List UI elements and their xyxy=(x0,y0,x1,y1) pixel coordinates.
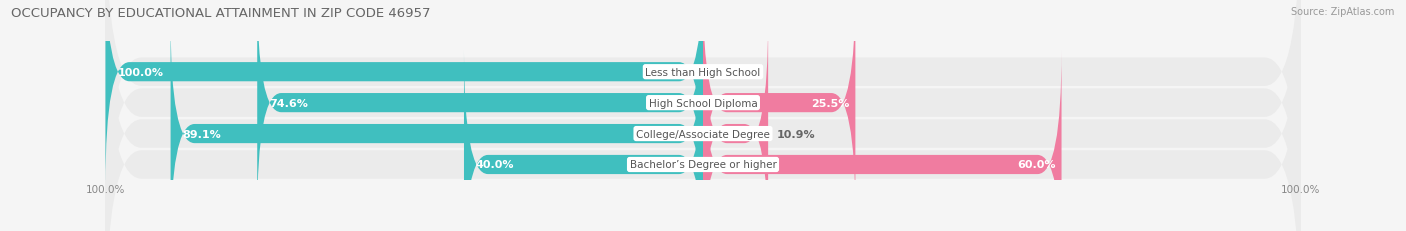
FancyBboxPatch shape xyxy=(105,0,703,186)
Text: 60.0%: 60.0% xyxy=(1017,160,1056,170)
Text: 10.9%: 10.9% xyxy=(778,129,815,139)
Text: College/Associate Degree: College/Associate Degree xyxy=(636,129,770,139)
Text: 40.0%: 40.0% xyxy=(475,160,515,170)
Text: High School Diploma: High School Diploma xyxy=(648,98,758,108)
Text: Less than High School: Less than High School xyxy=(645,67,761,77)
FancyBboxPatch shape xyxy=(105,0,1301,231)
FancyBboxPatch shape xyxy=(464,51,703,231)
Text: 0.0%: 0.0% xyxy=(711,67,742,77)
Text: 89.1%: 89.1% xyxy=(183,129,221,139)
FancyBboxPatch shape xyxy=(703,20,768,231)
FancyBboxPatch shape xyxy=(170,20,703,231)
FancyBboxPatch shape xyxy=(105,0,1301,231)
FancyBboxPatch shape xyxy=(105,0,1301,231)
Text: Source: ZipAtlas.com: Source: ZipAtlas.com xyxy=(1291,7,1395,17)
Text: 100.0%: 100.0% xyxy=(118,67,163,77)
FancyBboxPatch shape xyxy=(703,0,855,217)
Text: OCCUPANCY BY EDUCATIONAL ATTAINMENT IN ZIP CODE 46957: OCCUPANCY BY EDUCATIONAL ATTAINMENT IN Z… xyxy=(11,7,430,20)
FancyBboxPatch shape xyxy=(257,0,703,217)
Text: 74.6%: 74.6% xyxy=(269,98,308,108)
FancyBboxPatch shape xyxy=(703,51,1062,231)
Text: 25.5%: 25.5% xyxy=(811,98,849,108)
Text: Bachelor’s Degree or higher: Bachelor’s Degree or higher xyxy=(630,160,776,170)
FancyBboxPatch shape xyxy=(105,0,1301,231)
